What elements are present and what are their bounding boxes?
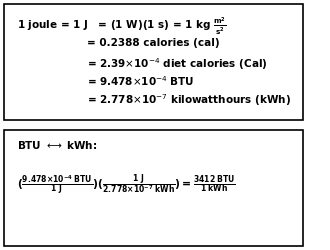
FancyBboxPatch shape	[5, 4, 303, 120]
Text: = 2.39$\times$10$^{-4}$ diet calories (Cal): = 2.39$\times$10$^{-4}$ diet calories (C…	[87, 56, 268, 72]
Text: $\mathbf{(\frac{9.478{\times}10^{-4}\ BTU}{1\ J})}$$\mathbf{(\frac{1\ J}{2.778{\: $\mathbf{(\frac{9.478{\times}10^{-4}\ BT…	[17, 173, 236, 198]
Text: = 2.778$\times$10$^{-7}$ kilowatthours (kWh): = 2.778$\times$10$^{-7}$ kilowatthours (…	[87, 92, 291, 108]
Text: = 9.478$\times$10$^{-4}$ BTU: = 9.478$\times$10$^{-4}$ BTU	[87, 74, 195, 88]
FancyBboxPatch shape	[5, 130, 303, 246]
Text: BTU $\longleftrightarrow$ kWh:: BTU $\longleftrightarrow$ kWh:	[17, 139, 97, 151]
Text: = 0.2388 calories (cal): = 0.2388 calories (cal)	[87, 38, 220, 48]
Text: 1 joule = 1 J   = (1 W)(1 s) = 1 kg $\frac{\mathbf{m^2}}{\mathbf{s^2}}$: 1 joule = 1 J = (1 W)(1 s) = 1 kg $\frac…	[17, 16, 226, 37]
